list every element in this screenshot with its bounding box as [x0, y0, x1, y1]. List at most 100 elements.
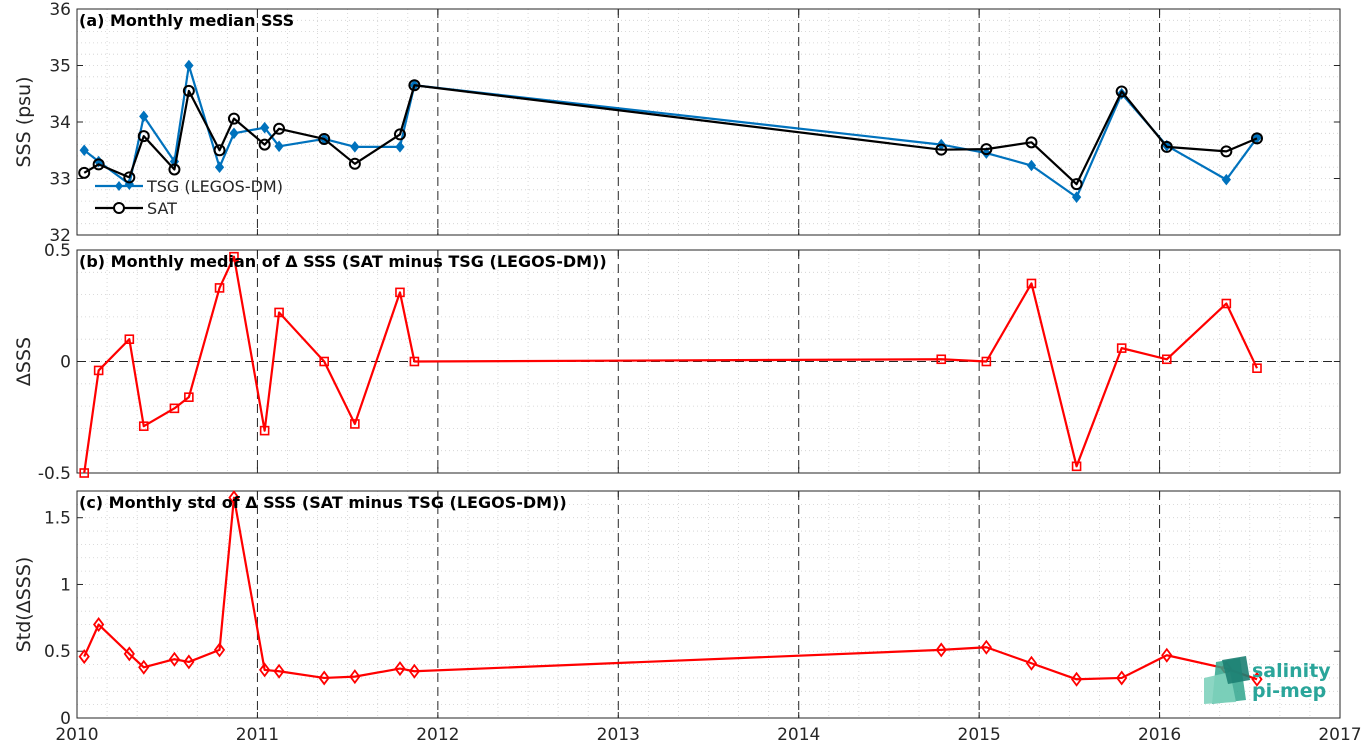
- data-point: [274, 307, 284, 318]
- data-point: [980, 143, 993, 156]
- logo-text-salinity: salinity: [1252, 660, 1331, 682]
- y-tick-label: 1.5: [44, 509, 71, 529]
- data-point: [980, 639, 992, 655]
- data-point: [123, 646, 135, 662]
- data-point: [259, 662, 271, 678]
- data-point: [1221, 173, 1231, 186]
- data-point: [214, 161, 225, 174]
- y-tick-label: 33: [49, 170, 71, 190]
- data-point: [395, 287, 405, 298]
- data-point: [1115, 85, 1128, 98]
- data-point: [350, 419, 360, 429]
- data-point: [139, 110, 149, 123]
- panel-c: 0 0.5 1 1.5 2010 2011 2012 2013 2014 2015 2016 2017…: [13, 490, 1362, 745]
- data-point: [1161, 647, 1173, 663]
- data-point: [93, 617, 105, 633]
- data-point: [318, 670, 330, 686]
- data-point: [229, 127, 239, 140]
- data-point: [182, 84, 195, 97]
- data-point: [184, 392, 194, 402]
- data-point: [1025, 136, 1038, 149]
- data-point: [229, 251, 239, 262]
- data-point: [1161, 354, 1172, 365]
- panel-a: 32 33 34 35 36 SSS (psu) (a) Monthly median SS…: [13, 0, 1341, 246]
- data-point: [1251, 132, 1264, 145]
- data-point: [1070, 671, 1083, 687]
- data-point: [935, 642, 947, 658]
- series-sat: [78, 79, 1264, 191]
- panel-title: (b) Monthly median of Δ SSS (SAT minus T…: [79, 252, 607, 271]
- data-point: [1026, 278, 1037, 289]
- y-tick-label: 34: [49, 113, 71, 133]
- data-point: [408, 79, 421, 92]
- data-point: [168, 651, 181, 667]
- panel-title: (a) Monthly median SSS: [79, 11, 294, 30]
- y-tick-label: 0: [60, 353, 71, 373]
- data-point: [138, 421, 149, 431]
- data-point: [935, 143, 948, 156]
- y-tick-label: 32: [49, 226, 71, 246]
- data-point: [1116, 670, 1128, 686]
- data-point: [1070, 178, 1083, 191]
- data-point: [394, 661, 406, 677]
- data-point: [228, 490, 240, 506]
- legend-label: SAT: [147, 199, 177, 218]
- data-point: [319, 356, 329, 367]
- data-point: [258, 138, 271, 151]
- y-tick-label: 35: [49, 57, 71, 77]
- data-point: [213, 642, 226, 658]
- data-point: [1220, 145, 1233, 158]
- legend-marker: [115, 181, 123, 191]
- x-tick-label: 2011: [236, 725, 279, 745]
- data-point: [92, 158, 105, 171]
- y-tick-label: 0.5: [44, 241, 71, 261]
- legend-label: TSG (LEGOS-DM): [146, 177, 283, 196]
- x-tick-label: 2013: [597, 725, 640, 745]
- series-tsg-legos-dm-: [79, 59, 1262, 203]
- data-point: [1116, 343, 1127, 353]
- data-point: [168, 163, 181, 176]
- data-point: [349, 669, 361, 685]
- series-line: [83, 84, 1258, 186]
- data-point: [1221, 298, 1232, 309]
- series-delta-sss: [79, 251, 1262, 478]
- logo-text-pi-mep: pi-mep: [1252, 680, 1326, 702]
- data-point: [1026, 159, 1037, 172]
- series-line: [83, 255, 1258, 474]
- y-tick-label: -0.5: [38, 464, 71, 484]
- data-point: [79, 468, 90, 478]
- y-axis-label: Std(ΔSSS): [13, 557, 35, 653]
- data-point: [318, 132, 331, 145]
- data-point: [395, 141, 405, 153]
- data-point: [259, 425, 270, 436]
- data-point: [138, 659, 150, 675]
- data-point: [93, 365, 104, 376]
- data-point: [260, 121, 270, 134]
- data-point: [1025, 655, 1038, 671]
- panel-b: -0.5 0 0.5 ΔSSS (b) Monthly median of Δ SSS …: [13, 241, 1341, 484]
- y-tick-label: 1: [60, 575, 71, 595]
- data-point: [124, 334, 135, 345]
- x-tick-label: 2017: [1318, 725, 1361, 745]
- series-line: [83, 496, 1258, 681]
- data-point: [409, 356, 420, 367]
- data-point: [348, 157, 361, 170]
- x-tick-label: 2015: [958, 725, 1001, 745]
- x-tick-label: 2016: [1138, 725, 1181, 745]
- data-point: [393, 128, 406, 141]
- data-point: [79, 144, 89, 157]
- series-delta-sss: [78, 490, 1263, 687]
- data-point: [981, 356, 992, 367]
- data-point: [183, 654, 195, 670]
- data-point: [78, 166, 91, 179]
- legend: TSG (LEGOS-DM) SAT: [95, 177, 283, 218]
- series-line: [83, 64, 1258, 199]
- legend-marker: [113, 202, 125, 214]
- data-point: [408, 663, 421, 679]
- y-tick-label: 36: [49, 0, 71, 20]
- x-tick-label: 2014: [777, 725, 820, 745]
- axes-box: [76, 490, 1341, 719]
- grid: [77, 490, 1340, 719]
- data-point: [1071, 461, 1082, 472]
